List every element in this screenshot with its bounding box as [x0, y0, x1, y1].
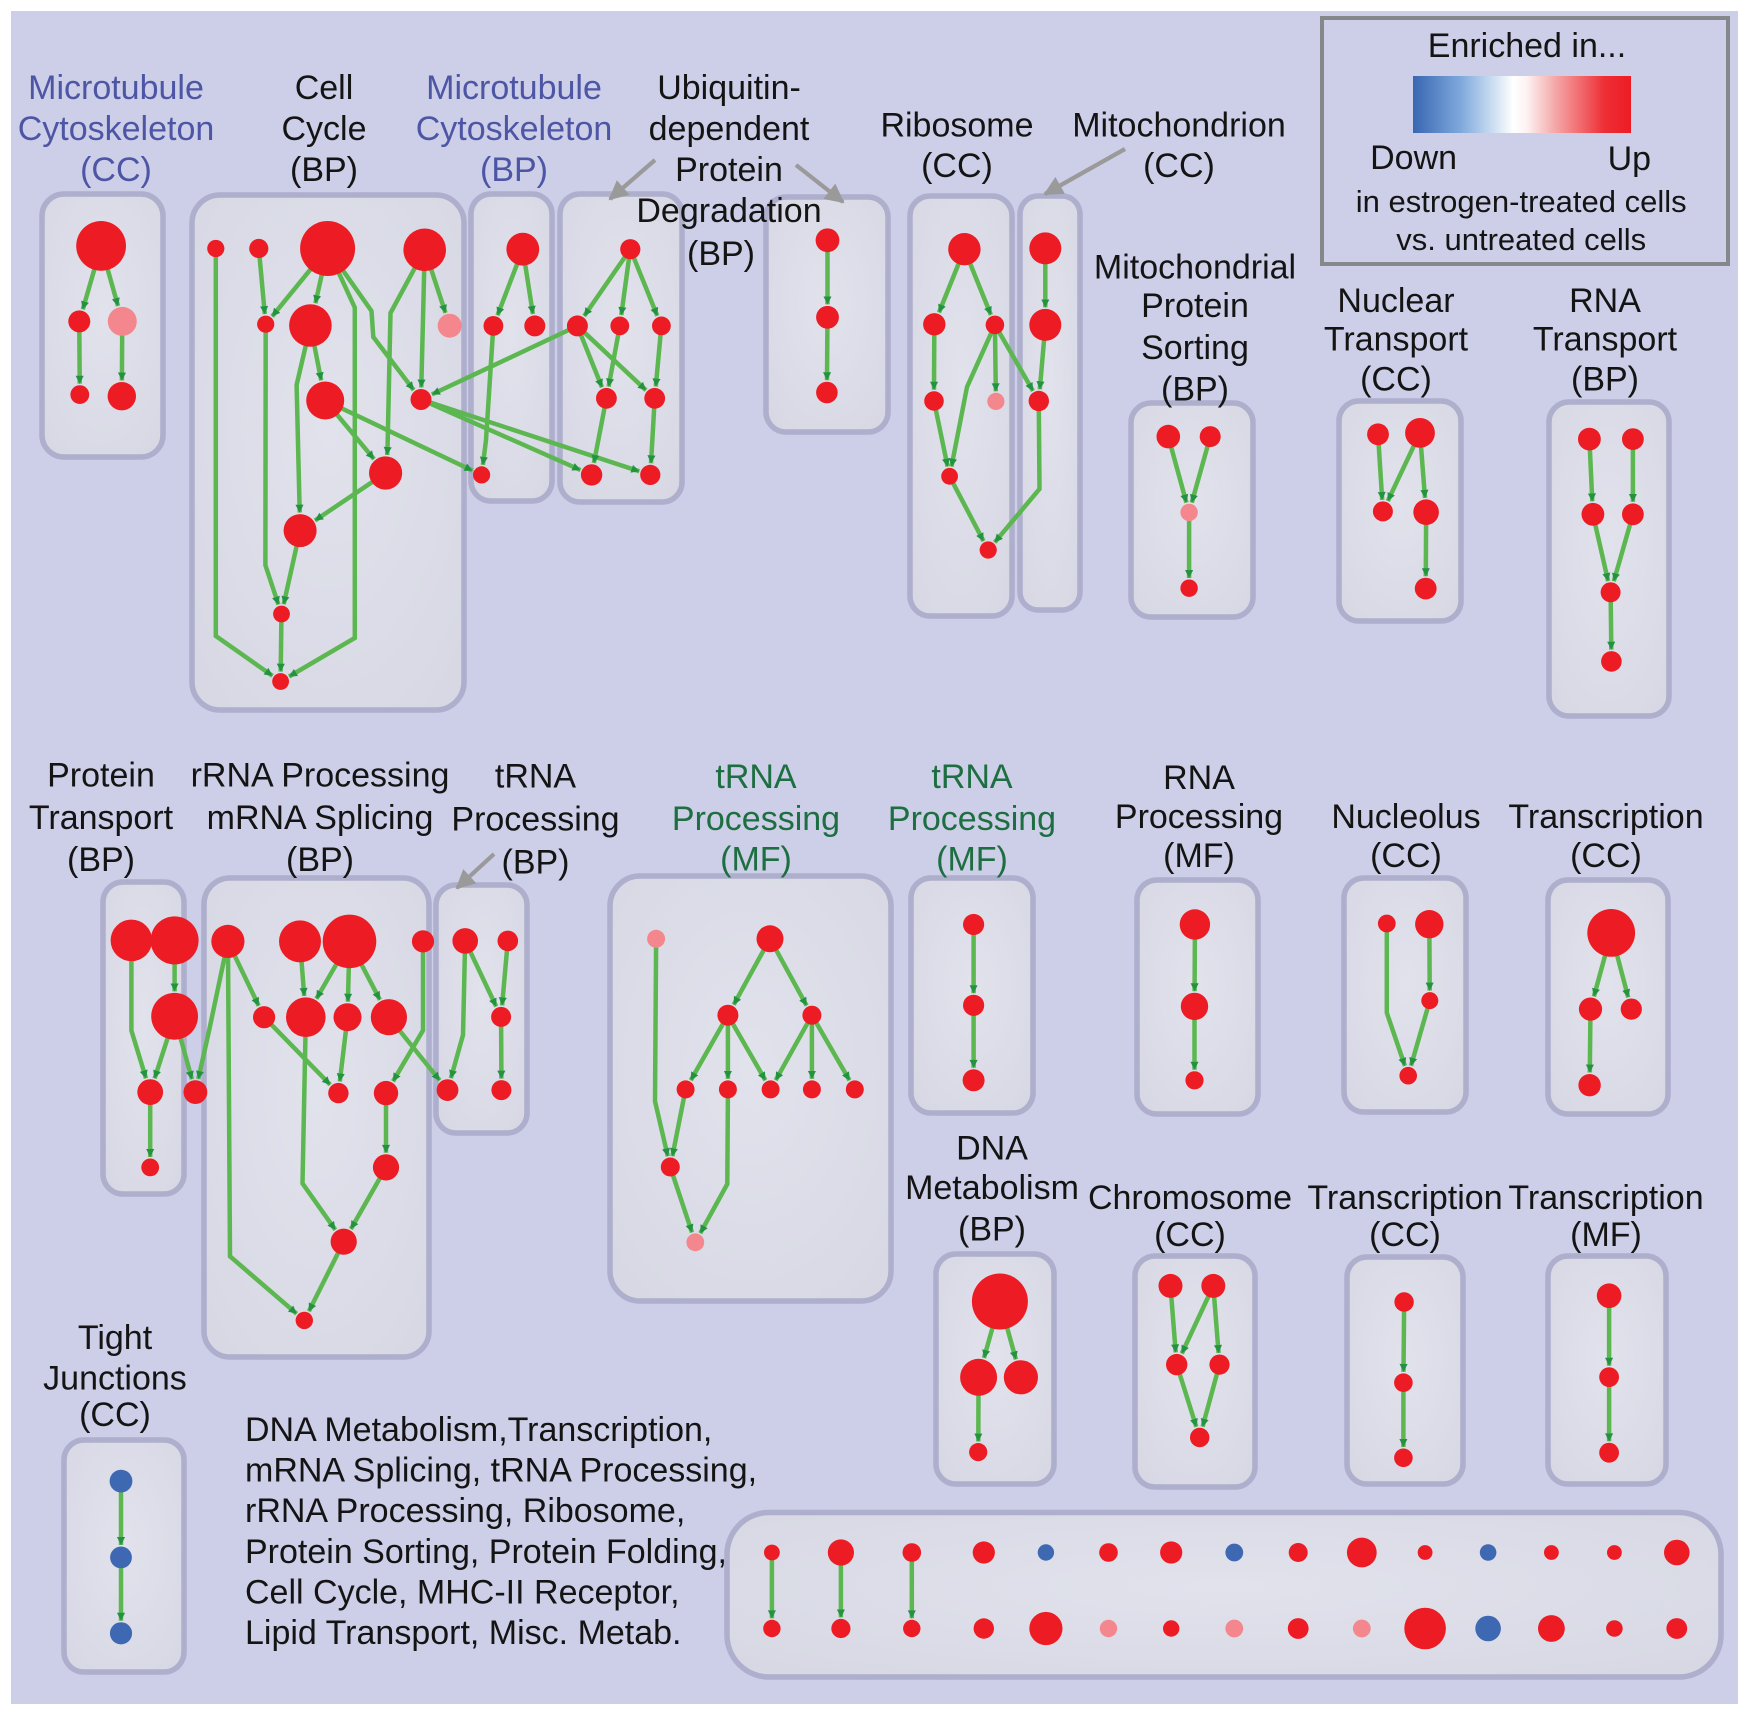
svg-text:(BP): (BP): [1161, 371, 1229, 409]
svg-text:RNA: RNA: [1163, 759, 1235, 797]
svg-text:tRNA: tRNA: [715, 758, 797, 796]
svg-text:Nuclear: Nuclear: [1337, 282, 1454, 320]
svg-text:(CC): (CC): [79, 1396, 151, 1434]
svg-text:Ubiquitin-: Ubiquitin-: [657, 69, 801, 107]
svg-text:(CC): (CC): [1570, 837, 1642, 875]
svg-text:Transcription: Transcription: [1508, 1179, 1703, 1217]
svg-text:Transcription: Transcription: [1508, 798, 1703, 836]
svg-text:Up: Up: [1608, 140, 1651, 178]
svg-text:(BP): (BP): [958, 1211, 1026, 1249]
svg-text:rRNA Processing: rRNA Processing: [191, 757, 450, 795]
svg-text:RNA: RNA: [1569, 282, 1641, 320]
svg-text:(CC): (CC): [1154, 1216, 1226, 1254]
svg-text:(MF): (MF): [1163, 837, 1235, 875]
svg-text:(BP): (BP): [480, 151, 548, 189]
svg-text:Processing: Processing: [1115, 798, 1283, 836]
svg-text:Enriched in...: Enriched in...: [1428, 27, 1626, 65]
svg-text:rRNA Processing, Ribosome,: rRNA Processing, Ribosome,: [245, 1492, 685, 1530]
svg-text:mRNA Splicing: mRNA Splicing: [207, 799, 434, 837]
svg-text:Protein: Protein: [47, 757, 155, 795]
svg-text:(MF): (MF): [720, 841, 792, 879]
svg-text:(CC): (CC): [921, 147, 993, 185]
svg-text:mRNA Splicing, tRNA Processing: mRNA Splicing, tRNA Processing,: [245, 1452, 757, 1490]
svg-text:Tight: Tight: [78, 1319, 153, 1357]
svg-text:in estrogen-treated cells: in estrogen-treated cells: [1356, 184, 1687, 219]
svg-text:Microtubule: Microtubule: [28, 69, 204, 107]
svg-text:(BP): (BP): [290, 151, 358, 189]
svg-text:(BP): (BP): [502, 844, 570, 882]
svg-text:(CC): (CC): [1143, 147, 1215, 185]
svg-text:Junctions: Junctions: [43, 1359, 187, 1397]
svg-text:(MF): (MF): [1570, 1216, 1642, 1254]
svg-text:Transport: Transport: [1533, 321, 1678, 359]
svg-text:(BP): (BP): [1571, 361, 1639, 399]
svg-text:Sorting: Sorting: [1141, 329, 1249, 367]
svg-text:(CC): (CC): [1360, 361, 1432, 399]
svg-text:Processing: Processing: [451, 800, 619, 838]
svg-text:Down: Down: [1370, 139, 1457, 177]
svg-text:Metabolism: Metabolism: [905, 1169, 1079, 1207]
svg-text:Lipid Transport, Misc. Metab.: Lipid Transport, Misc. Metab.: [245, 1614, 682, 1652]
svg-text:(BP): (BP): [286, 841, 354, 879]
svg-text:Protein: Protein: [1141, 287, 1249, 325]
svg-text:DNA Metabolism,Transcription,: DNA Metabolism,Transcription,: [245, 1411, 712, 1449]
svg-text:Chromosome: Chromosome: [1088, 1179, 1292, 1217]
svg-text:Cycle: Cycle: [281, 110, 366, 148]
svg-text:Cell Cycle, MHC-II Receptor,: Cell Cycle, MHC-II Receptor,: [245, 1573, 680, 1611]
svg-text:(CC): (CC): [1370, 837, 1442, 875]
svg-text:(CC): (CC): [80, 151, 152, 189]
svg-text:Nucleolus: Nucleolus: [1331, 798, 1480, 836]
svg-text:(BP): (BP): [67, 841, 135, 879]
svg-text:DNA: DNA: [956, 1130, 1028, 1168]
svg-text:Protein: Protein: [675, 151, 783, 189]
svg-text:Ribosome: Ribosome: [880, 107, 1033, 145]
svg-text:Protein Sorting, Protein Foldi: Protein Sorting, Protein Folding,: [245, 1533, 727, 1571]
svg-text:(BP): (BP): [687, 235, 755, 273]
svg-text:Degradation: Degradation: [636, 192, 821, 230]
svg-text:vs. untreated cells: vs. untreated cells: [1396, 222, 1646, 257]
svg-text:(CC): (CC): [1369, 1216, 1441, 1254]
svg-text:tRNA: tRNA: [495, 758, 577, 796]
svg-text:Transcription: Transcription: [1307, 1179, 1502, 1217]
svg-text:Mitochondrion: Mitochondrion: [1072, 107, 1286, 145]
svg-text:Cytoskeleton: Cytoskeleton: [18, 110, 215, 148]
svg-text:Processing: Processing: [672, 800, 840, 838]
svg-text:tRNA: tRNA: [931, 758, 1013, 796]
svg-text:dependent: dependent: [649, 110, 810, 148]
svg-text:Microtubule: Microtubule: [426, 69, 602, 107]
svg-text:Mitochondrial: Mitochondrial: [1094, 248, 1296, 286]
svg-text:Transport: Transport: [1324, 321, 1469, 359]
svg-text:Cytoskeleton: Cytoskeleton: [416, 110, 613, 148]
svg-text:Cell: Cell: [295, 69, 354, 107]
svg-text:Processing: Processing: [888, 800, 1056, 838]
svg-text:Transport: Transport: [29, 799, 174, 837]
svg-text:(MF): (MF): [936, 841, 1008, 879]
